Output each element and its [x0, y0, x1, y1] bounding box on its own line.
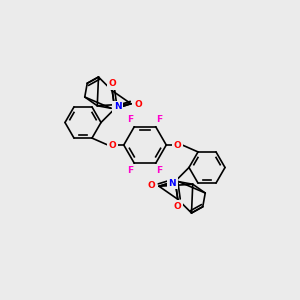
- Text: N: N: [168, 179, 176, 188]
- Text: F: F: [127, 115, 134, 124]
- Text: O: O: [135, 100, 142, 109]
- Text: O: O: [148, 181, 155, 190]
- Text: O: O: [108, 140, 116, 149]
- Text: O: O: [108, 79, 116, 88]
- Text: F: F: [157, 166, 163, 175]
- Text: F: F: [127, 166, 134, 175]
- Text: N: N: [114, 102, 122, 111]
- Text: O: O: [174, 140, 182, 149]
- Text: F: F: [157, 115, 163, 124]
- Text: O: O: [174, 202, 182, 211]
